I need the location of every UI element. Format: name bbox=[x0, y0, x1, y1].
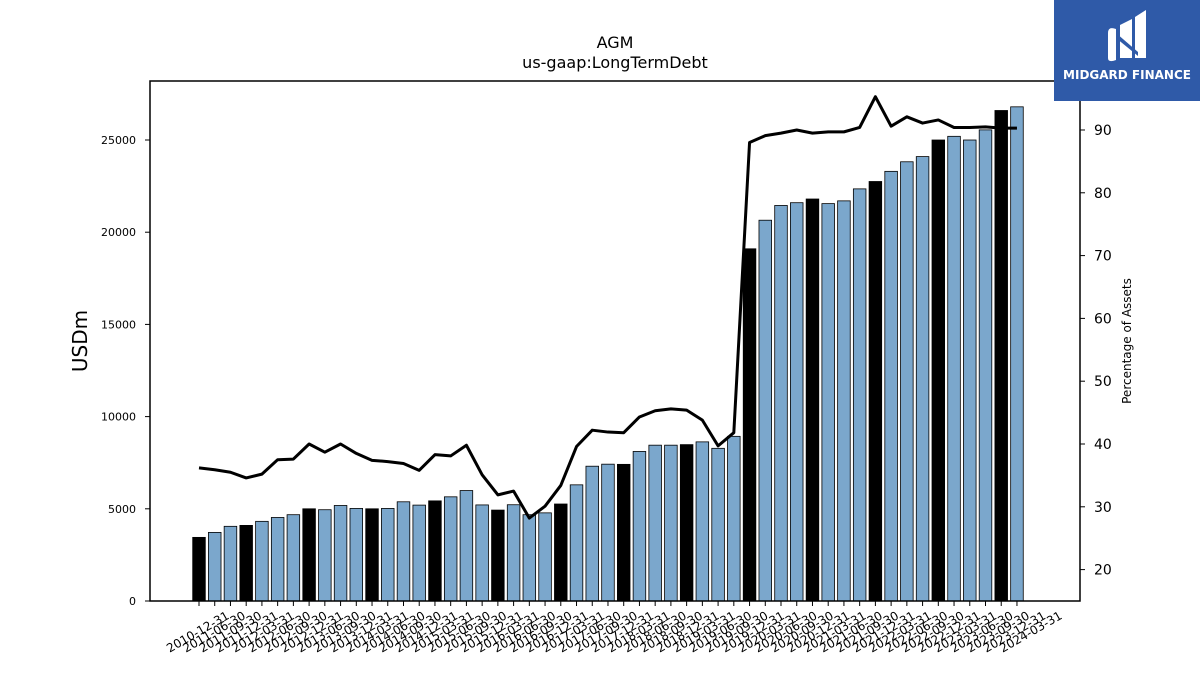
brand-logo: MIDGARD FINANCE bbox=[1054, 0, 1200, 101]
bar bbox=[365, 508, 379, 602]
y2-tick-label: 60 bbox=[1094, 311, 1112, 327]
bar bbox=[239, 525, 253, 602]
y-tick-label: 5000 bbox=[108, 503, 136, 516]
chart-title: AGM bbox=[597, 33, 634, 52]
bar bbox=[679, 444, 694, 602]
bar bbox=[805, 198, 820, 602]
y-tick-label: 0 bbox=[129, 595, 136, 608]
right-axis-ticks: 20 30 40 50 60 70 80 90 bbox=[1080, 123, 1112, 579]
bar bbox=[632, 451, 647, 602]
bar bbox=[302, 508, 316, 602]
bar bbox=[727, 435, 741, 602]
y2-tick-label: 30 bbox=[1094, 500, 1112, 516]
bar bbox=[947, 135, 961, 602]
bar bbox=[601, 463, 615, 602]
bar bbox=[223, 525, 238, 602]
y2-tick-label: 70 bbox=[1094, 249, 1112, 265]
bar bbox=[443, 496, 458, 602]
bar bbox=[381, 508, 395, 602]
bar bbox=[1010, 106, 1024, 602]
bar bbox=[538, 512, 552, 602]
logo-text: MIDGARD FINANCE bbox=[1063, 68, 1191, 82]
y2-tick-label: 90 bbox=[1094, 123, 1112, 139]
bar bbox=[255, 520, 269, 602]
bar bbox=[790, 202, 804, 602]
bar bbox=[884, 170, 898, 602]
bar bbox=[318, 509, 332, 602]
bar bbox=[554, 503, 568, 602]
y-tick-label: 25000 bbox=[101, 134, 136, 147]
bar-series bbox=[192, 106, 1024, 602]
bar bbox=[412, 504, 426, 602]
bar bbox=[852, 188, 867, 602]
bar bbox=[286, 514, 301, 602]
bar bbox=[349, 508, 364, 602]
bar bbox=[821, 203, 835, 602]
bar bbox=[711, 447, 725, 602]
left-axis-ticks: 0 5000 10000 15000 20000 25000 bbox=[101, 134, 150, 608]
bar bbox=[522, 514, 537, 602]
y-tick-label: 15000 bbox=[101, 318, 136, 331]
bar bbox=[963, 139, 977, 602]
x-axis-ticks: 2010-12-312011-06-302011-09-302011-12-31… bbox=[164, 601, 1065, 655]
bar bbox=[428, 500, 442, 602]
bar bbox=[569, 484, 584, 602]
plot-frame bbox=[149, 80, 1081, 602]
bar bbox=[978, 129, 993, 602]
midgard-logo-icon bbox=[1108, 10, 1146, 62]
bar bbox=[192, 536, 206, 602]
bar bbox=[915, 156, 930, 602]
bar bbox=[742, 248, 757, 602]
bar bbox=[617, 463, 631, 602]
bar bbox=[459, 490, 474, 602]
y-tick-label: 20000 bbox=[101, 226, 136, 239]
bar bbox=[333, 505, 348, 602]
bar bbox=[900, 161, 914, 602]
bar bbox=[585, 465, 599, 602]
bar bbox=[475, 504, 489, 602]
bar bbox=[837, 200, 851, 602]
bar bbox=[648, 444, 662, 602]
chart-subtitle: us-gaap:LongTermDebt bbox=[522, 53, 708, 72]
bar bbox=[664, 444, 678, 602]
bar bbox=[506, 504, 521, 602]
y2-axis-label: Percentage of Assets bbox=[1120, 278, 1134, 404]
bar bbox=[994, 110, 1008, 602]
y2-tick-label: 40 bbox=[1094, 437, 1112, 453]
bar bbox=[396, 501, 411, 602]
y-axis-label: USDm bbox=[68, 310, 92, 372]
y2-tick-label: 50 bbox=[1094, 374, 1112, 390]
bar bbox=[758, 219, 772, 602]
y2-tick-label: 20 bbox=[1094, 563, 1112, 579]
bar bbox=[931, 139, 946, 602]
bar bbox=[868, 181, 883, 602]
y-tick-label: 10000 bbox=[101, 411, 136, 424]
bar bbox=[774, 205, 788, 602]
y2-tick-label: 80 bbox=[1094, 186, 1112, 202]
bar bbox=[270, 517, 285, 602]
bar bbox=[208, 532, 222, 602]
bar bbox=[695, 441, 710, 602]
bar bbox=[491, 509, 505, 602]
percentage-line bbox=[198, 95, 1017, 520]
